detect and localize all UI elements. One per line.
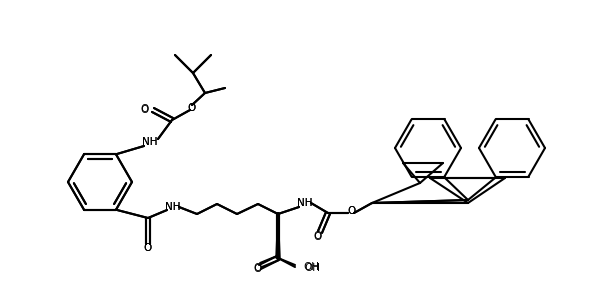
Text: O: O	[253, 264, 261, 274]
Text: O: O	[313, 231, 321, 241]
Text: O: O	[140, 105, 149, 115]
Text: O: O	[188, 103, 196, 113]
Text: O: O	[347, 206, 355, 216]
Text: O: O	[188, 103, 196, 113]
Polygon shape	[277, 214, 280, 258]
Text: NH: NH	[297, 198, 313, 208]
Text: O: O	[144, 243, 152, 253]
Text: OH: OH	[304, 263, 320, 273]
Text: NH: NH	[142, 137, 157, 147]
Text: O: O	[314, 232, 322, 242]
Text: O: O	[347, 206, 355, 216]
Text: O: O	[140, 104, 149, 114]
Text: NH: NH	[142, 137, 157, 147]
Text: NH: NH	[165, 202, 181, 212]
Text: OH: OH	[303, 262, 319, 272]
Text: O: O	[254, 263, 262, 273]
Text: O: O	[144, 243, 152, 253]
Text: NH: NH	[165, 202, 181, 212]
Text: NH: NH	[297, 198, 313, 208]
